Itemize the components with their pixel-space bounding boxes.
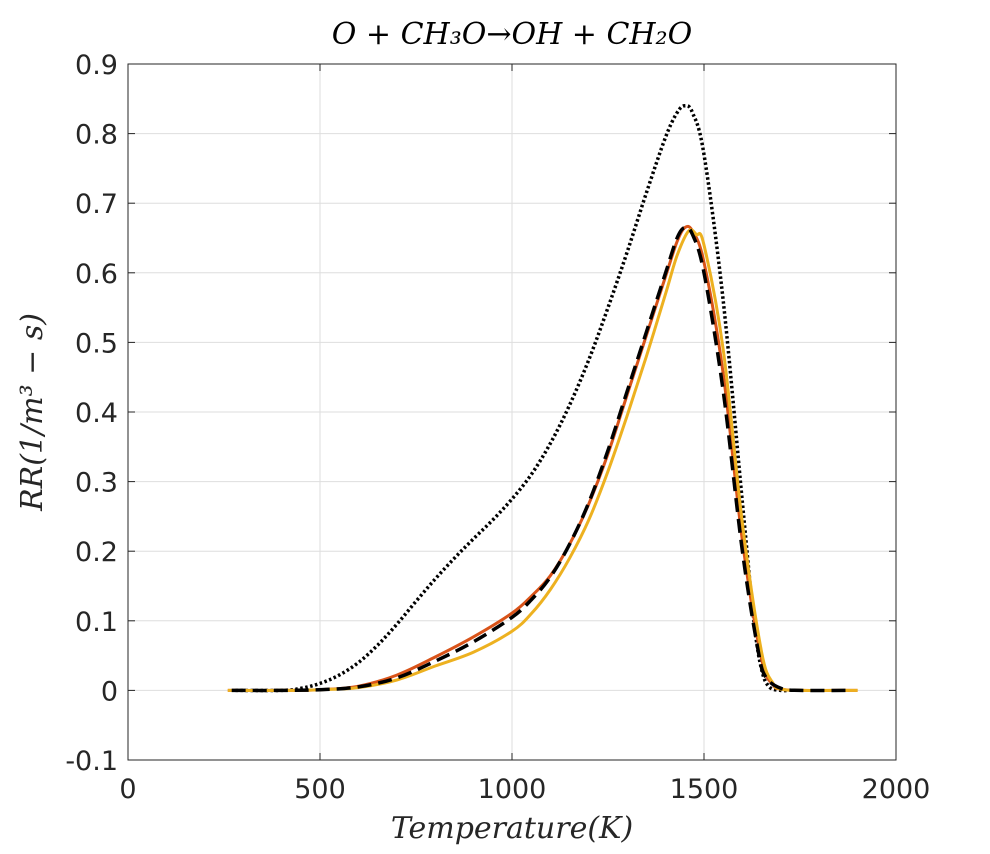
x-tick-label: 1000	[478, 774, 547, 805]
y-tick-label: 0.5	[75, 328, 118, 359]
y-tick-label: 0.2	[75, 537, 118, 568]
y-tick-label: 0.4	[75, 398, 118, 429]
y-tick-label: 0.7	[75, 189, 118, 220]
series-layer	[227, 103, 858, 693]
series-line-3-solid	[227, 228, 858, 692]
x-axis-title: Temperature(K)	[391, 811, 633, 846]
chart-title: O + CH₃O→OH + CH₂O	[332, 17, 692, 52]
y-tick-label: 0.8	[75, 120, 118, 151]
y-tick-label: 0.6	[75, 259, 118, 290]
series-line-1-dotted	[235, 103, 789, 693]
y-axis-title: RR(1/m³ − s)	[15, 313, 50, 512]
x-tick-label: 2000	[862, 774, 931, 805]
y-tick-label: 0	[101, 676, 118, 707]
y-tick-label: 0.3	[75, 468, 118, 499]
grid	[128, 64, 896, 760]
y-tick-label: 0.9	[75, 50, 118, 81]
y-tick-label: -0.1	[65, 746, 118, 777]
y-tick-label: 0.1	[75, 607, 118, 638]
x-tick-label: 1500	[670, 774, 739, 805]
ticks: 0 500 1000 1500 2000-0.100.10.20.30.40.50.60…	[65, 50, 930, 805]
x-tick-label: 500	[294, 774, 346, 805]
x-tick-label: 0	[119, 774, 136, 805]
